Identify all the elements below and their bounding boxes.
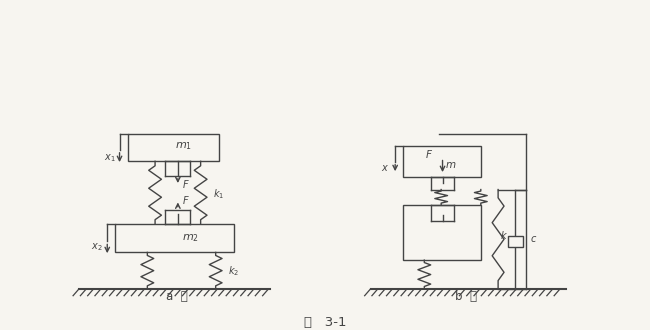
Text: a  ）: a ） xyxy=(166,289,188,303)
Text: $m_2$: $m_2$ xyxy=(182,232,199,244)
Text: $m$: $m$ xyxy=(445,160,456,170)
Text: b  ）: b ） xyxy=(455,289,477,303)
Bar xyxy=(508,236,523,247)
Text: $k_2$: $k_2$ xyxy=(228,264,239,278)
Text: $F$: $F$ xyxy=(183,194,190,206)
Text: $k_1$: $k_1$ xyxy=(213,187,225,201)
Text: $k$: $k$ xyxy=(500,229,508,241)
Bar xyxy=(116,224,234,252)
Text: $c$: $c$ xyxy=(530,234,538,244)
Text: $F$: $F$ xyxy=(425,148,433,160)
Text: 图   3-1: 图 3-1 xyxy=(304,316,346,329)
Text: $x$: $x$ xyxy=(381,163,389,173)
Text: $x_1$: $x_1$ xyxy=(104,152,115,164)
Text: $F$: $F$ xyxy=(183,178,190,190)
Text: $m_1$: $m_1$ xyxy=(176,140,192,152)
Bar xyxy=(128,134,219,161)
Bar xyxy=(404,205,481,260)
Bar xyxy=(404,146,481,177)
Text: $x_2$: $x_2$ xyxy=(92,241,103,253)
